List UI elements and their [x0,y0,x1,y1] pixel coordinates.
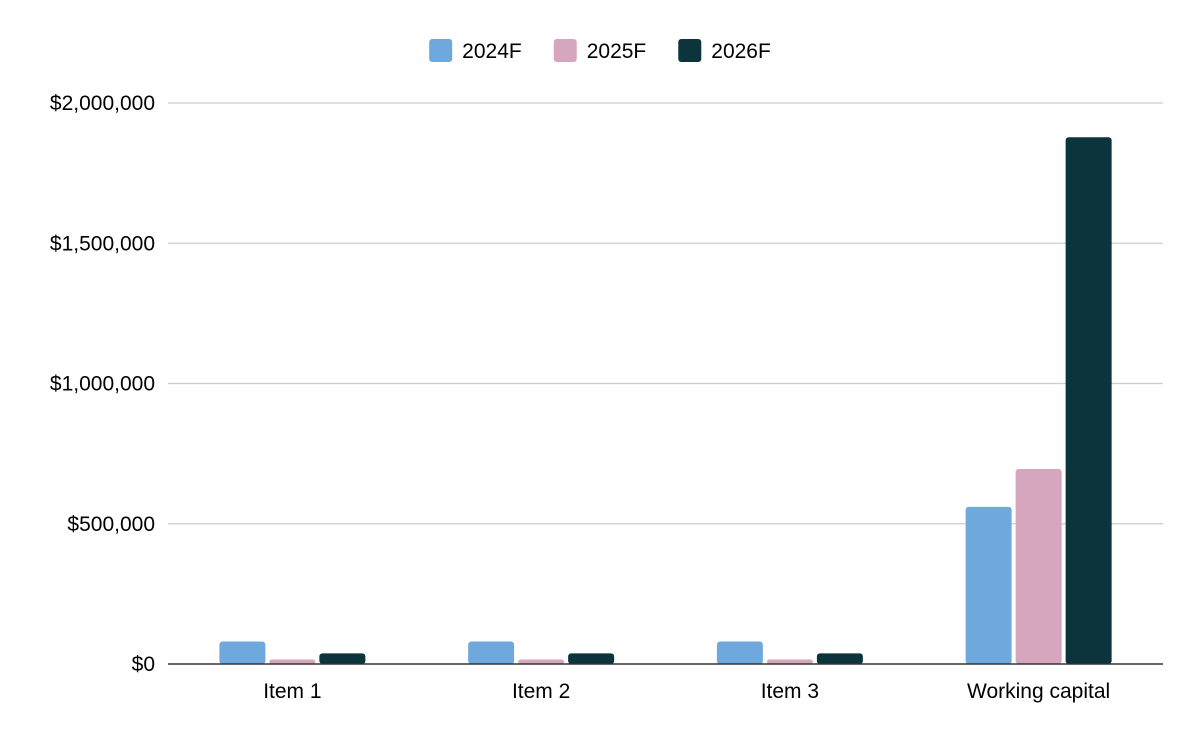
bar-2025f-item-2 [518,659,565,664]
legend-swatch-2026f [678,39,702,62]
bar-2026f-item-3 [816,653,863,664]
bar-2026f-working-capital [1065,137,1112,664]
bar-2024f-item-3 [716,641,763,664]
gridlines [168,102,1163,525]
legend-label: 2025F [587,40,647,63]
legend-label: 2024F [462,40,522,63]
x-axis-tick-labels: Item 1 Item 2 Item 3 Working capital [263,680,1110,703]
bar-2024f-item-1 [219,641,266,664]
legend: 2024F 2025F 2026F [429,39,771,63]
bar-2024f-item-2 [468,641,515,664]
y-tick-label: $2,000,000 [50,92,155,115]
y-tick-label: $1,000,000 [50,373,155,396]
x-tick-label: Working capital [967,680,1110,703]
bar-2024f-working-capital [965,506,1012,664]
bar-2025f-item-3 [766,659,813,664]
bar-2025f-item-1 [269,659,316,664]
legend-label: 2026F [711,40,771,63]
x-tick-label: Item 3 [761,680,819,703]
x-tick-label: Item 2 [512,680,570,703]
legend-swatch-2025f [553,39,577,62]
legend-swatch-2024f [429,39,453,62]
x-tick-label: Item 1 [263,680,321,703]
bars [219,137,1112,664]
y-tick-label: $1,500,000 [50,232,155,255]
y-axis-tick-labels: $0 $500,000 $1,000,000 $1,500,000 $2,000,000 [50,92,155,676]
bar-2025f-working-capital [1015,469,1062,664]
y-tick-label: $0 [132,653,155,676]
bar-2026f-item-1 [319,653,366,664]
bar-2026f-item-2 [568,653,615,664]
y-tick-label: $500,000 [67,513,155,536]
